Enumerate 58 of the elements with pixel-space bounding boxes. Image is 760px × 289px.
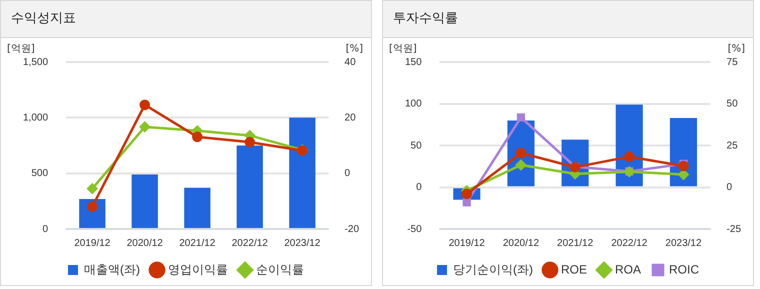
y-tick-label: 50 — [410, 140, 422, 152]
x-tick-label: 2019/12 — [74, 238, 111, 249]
y-axis-title: [억원] — [389, 44, 417, 55]
y2-tick-label: 40 — [344, 56, 356, 68]
y2-axis-title: [%] — [728, 44, 746, 55]
point — [462, 198, 471, 206]
legend-label: 영업이익률 — [168, 262, 228, 276]
x-tick-label: 2020/12 — [502, 238, 540, 249]
y-tick-label: 1,500 — [22, 56, 48, 68]
y2-tick-label: 20 — [344, 112, 356, 124]
x-tick-label: 2022/12 — [232, 238, 268, 249]
y2-tick-label: -20 — [344, 224, 360, 235]
point — [516, 148, 526, 158]
x-tick-label: 2021/12 — [557, 238, 594, 249]
legend-label: ROIC — [669, 262, 700, 276]
point — [192, 132, 203, 142]
point — [87, 201, 98, 212]
y-tick-label: 150 — [404, 56, 422, 68]
bar — [132, 174, 158, 228]
legend-label: 매출액(좌) — [84, 262, 140, 276]
x-tick-label: 2020/12 — [126, 238, 164, 249]
y-tick-label: 0 — [42, 224, 48, 235]
bar — [184, 188, 210, 228]
y2-tick-label: 50 — [726, 98, 738, 110]
point — [678, 169, 689, 180]
x-tick-label: 2021/12 — [179, 238, 216, 249]
point — [678, 160, 689, 172]
point — [140, 100, 150, 110]
y-tick-label: 500 — [31, 168, 48, 180]
y-tick-label: 1,000 — [22, 112, 48, 124]
bar — [236, 146, 263, 228]
x-tick-label: 2023/12 — [284, 238, 321, 249]
y2-tick-label: 0 — [344, 168, 351, 180]
point — [516, 160, 526, 170]
chart-title: 투자수익률 — [383, 1, 753, 38]
y2-tick-label: -25 — [726, 224, 742, 235]
legend-label: ROE — [560, 262, 588, 276]
legend-label: ROA — [614, 262, 642, 276]
y2-tick-label: 25 — [726, 140, 738, 152]
legend-label: 순이익률 — [256, 262, 304, 276]
chart-title: 수익성지표 — [1, 1, 371, 38]
y2-tick-label: 75 — [726, 56, 738, 68]
point — [624, 151, 635, 162]
y-tick-label: -50 — [407, 224, 422, 235]
y2-tick-label: 0 — [726, 182, 733, 193]
point — [516, 113, 526, 122]
y-tick-label: 100 — [404, 98, 422, 110]
y-tick-label: 0 — [416, 182, 422, 193]
point — [244, 136, 256, 148]
bar — [289, 118, 316, 228]
point — [87, 183, 98, 194]
x-tick-label: 2023/12 — [665, 238, 702, 249]
x-tick-label: 2022/12 — [611, 238, 648, 249]
legend-label: 당기순이익(좌) — [453, 262, 533, 276]
x-tick-label: 2019/12 — [448, 238, 486, 249]
point — [140, 122, 150, 132]
y-axis-title: [억원] — [7, 44, 35, 55]
y2-axis-title: [%] — [346, 44, 364, 55]
